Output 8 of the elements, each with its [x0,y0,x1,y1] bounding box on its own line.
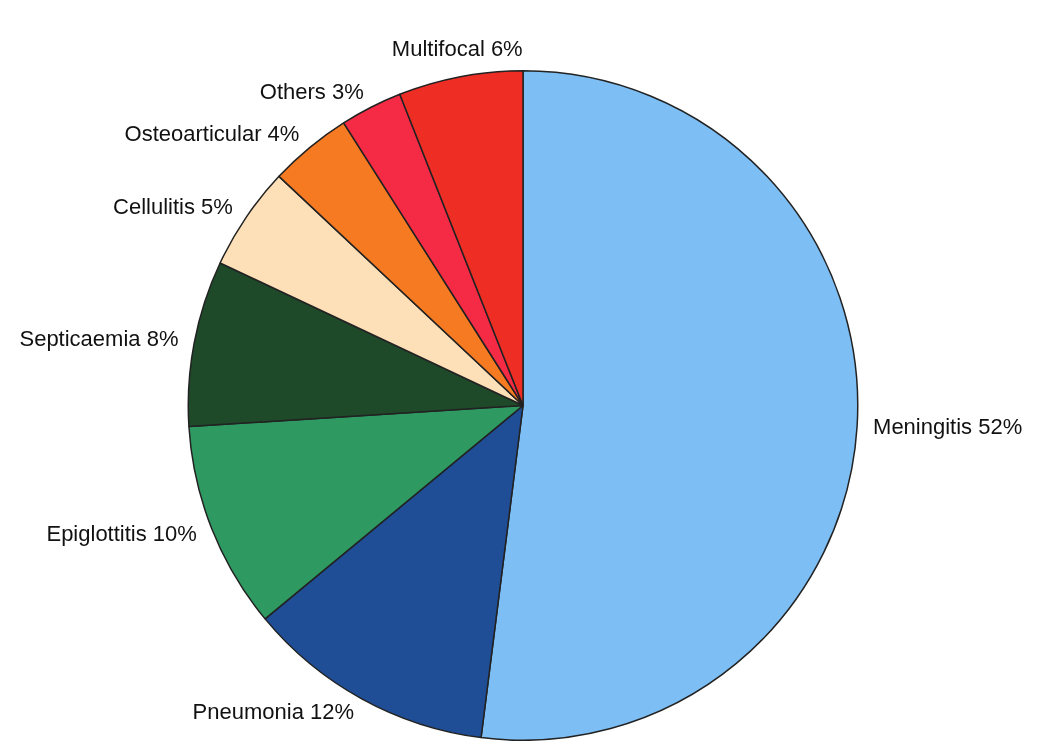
slice-label: Cellulitis 5% [113,194,233,220]
slice-label: Meningitis 52% [873,413,1023,439]
slice-label: Septicaemia 8% [19,325,179,351]
slice-label: Pneumonia 12% [192,698,355,724]
slice-label: Osteoarticular 4% [124,121,300,147]
slice-label: Multifocal 6% [391,36,523,62]
slice-label: Epiglottitis 10% [46,520,197,546]
slice-label: Others 3% [259,79,364,105]
